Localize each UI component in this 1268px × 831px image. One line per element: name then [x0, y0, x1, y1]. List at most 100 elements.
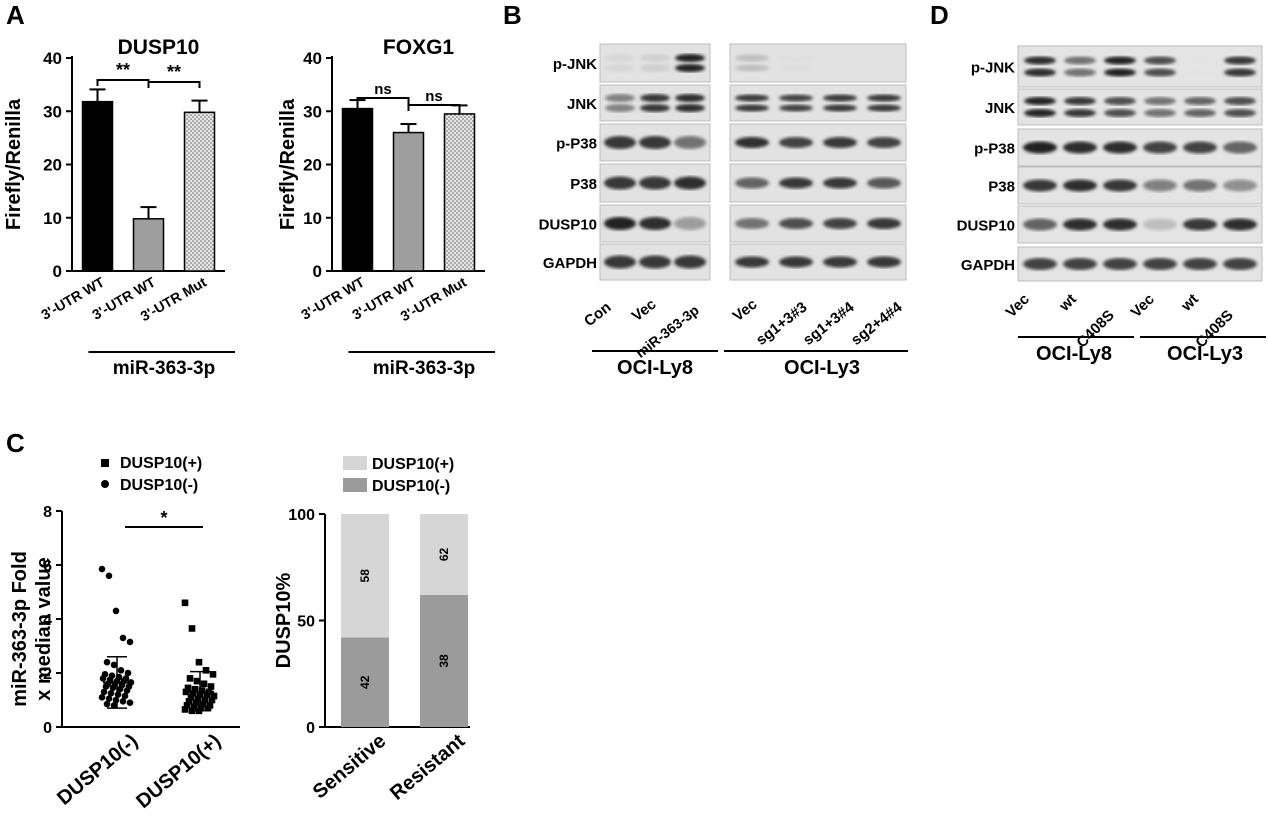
x-category-label: DUSP10(-)	[53, 730, 142, 810]
blot-band	[639, 255, 671, 269]
blot-band	[674, 136, 706, 149]
significance-bracket	[147, 81, 201, 88]
blot-band	[604, 176, 636, 190]
blot-strip	[729, 43, 907, 83]
stacked-bar-segment	[341, 514, 389, 638]
data-point	[112, 607, 120, 615]
blot-band	[1064, 109, 1096, 117]
x-category-label: Resistant	[386, 730, 469, 805]
blot-band	[605, 64, 635, 72]
blot-band	[1144, 56, 1176, 65]
x-category-label: DUSP10(+)	[132, 730, 225, 813]
data-point	[119, 698, 127, 705]
blot-band	[1023, 179, 1057, 192]
bar	[183, 111, 216, 272]
blot-band	[604, 255, 636, 269]
blot-band	[675, 64, 705, 72]
blot-band	[1143, 218, 1177, 231]
blot-band	[823, 218, 857, 229]
blot-band	[1104, 68, 1136, 77]
data-point	[210, 692, 218, 700]
blot-band	[1223, 179, 1257, 192]
blot-band	[1183, 218, 1217, 231]
blot-band	[1143, 179, 1177, 192]
data-point	[208, 696, 216, 704]
data-point	[186, 675, 194, 682]
legend-label: DUSP10(+)	[372, 456, 454, 473]
blot-strip	[1017, 45, 1263, 88]
y-tick-label: 40	[43, 49, 62, 68]
blot-strip	[1017, 128, 1263, 167]
blot-band	[867, 94, 901, 102]
blot-band	[1024, 97, 1056, 105]
y-tick-label: 0	[313, 262, 322, 281]
blot-band	[675, 94, 705, 102]
blot-band	[674, 217, 706, 230]
y-tick-label: 8	[43, 504, 52, 521]
legend-label: DUSP10(-)	[372, 478, 450, 495]
data-point	[181, 706, 189, 713]
data-point	[103, 700, 111, 708]
blot-band	[735, 54, 769, 62]
blot-strip	[1017, 205, 1263, 244]
blot-band	[779, 177, 813, 189]
blot-band	[1224, 56, 1256, 65]
y-tick-label: 40	[303, 49, 322, 68]
bar	[81, 100, 114, 272]
y-axis-label: DUSP10%	[273, 572, 295, 668]
blot-band	[867, 177, 901, 189]
data-point	[198, 687, 206, 694]
blot-band	[823, 177, 857, 189]
legend-swatch	[343, 478, 367, 492]
blot-row-label: p-P38	[974, 141, 1015, 158]
blot-strip	[729, 84, 907, 122]
bar	[132, 218, 165, 272]
blot-strip	[1017, 88, 1263, 126]
blot-band	[1063, 218, 1097, 231]
blot-band	[823, 137, 857, 148]
significance-label: **	[167, 62, 181, 82]
blot-row-label: P38	[570, 176, 597, 193]
significance-bracket	[407, 104, 461, 111]
blot-strip	[1017, 246, 1263, 282]
blot-band	[605, 54, 635, 62]
data-point	[200, 680, 208, 688]
segment-value-label: 62	[437, 547, 451, 561]
chart-title: FOXG1	[383, 36, 455, 59]
group-label: miR-363-3p	[113, 358, 215, 379]
blot-band	[1064, 56, 1096, 65]
data-point	[201, 696, 209, 704]
blot-band	[1224, 97, 1256, 105]
blot-row-label: JNK	[985, 100, 1015, 117]
blot-band	[1223, 141, 1257, 154]
blot-row-label: p-JNK	[553, 56, 597, 73]
blot-band	[1143, 141, 1177, 154]
segment-value-label: 42	[358, 675, 372, 689]
blot-band	[1183, 179, 1217, 192]
blot-lane-label: Con	[581, 299, 614, 330]
blot-band	[1023, 141, 1057, 154]
blot-lane-label: wt	[1177, 291, 1202, 316]
blot-band	[1144, 109, 1176, 117]
blot-lane-label: Vec	[730, 296, 761, 325]
stacked-bar-segment	[420, 514, 468, 595]
blot-strip	[599, 84, 711, 122]
blot-band	[639, 176, 671, 190]
cell-line-label: OCI-Ly8	[617, 357, 693, 379]
data-point	[126, 699, 134, 706]
y-tick-label: 0	[306, 720, 315, 737]
blot-lane-label: sg1+3#4	[800, 298, 858, 349]
blot-lane-label: wt	[1055, 291, 1080, 316]
significance-bracket	[96, 79, 150, 86]
blot-band	[640, 64, 670, 72]
stacked-bar-segment	[420, 594, 468, 727]
data-point	[195, 658, 203, 666]
significance-label: ns	[374, 81, 392, 98]
blot-band	[1223, 218, 1257, 231]
blot-band	[867, 218, 901, 229]
blot-band	[674, 176, 706, 190]
data-point	[98, 694, 106, 701]
data-point	[188, 625, 196, 632]
blot-band	[779, 104, 813, 112]
